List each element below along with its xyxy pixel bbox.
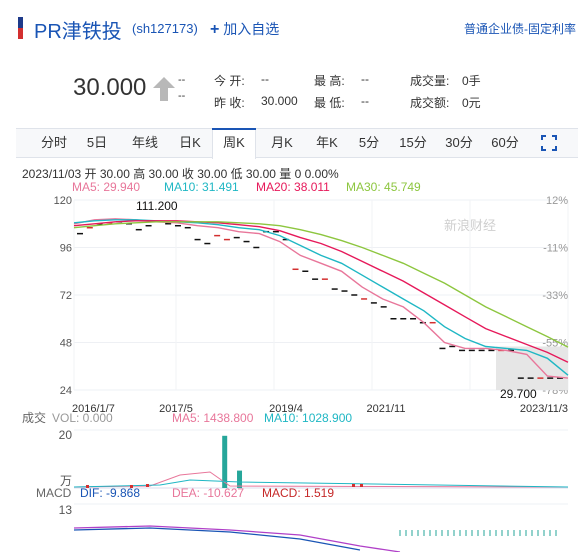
fullscreen-icon[interactable] [541,135,557,151]
volume-label: 成交量: [410,74,450,88]
tab-30min[interactable]: 30分 [445,135,473,150]
amount-value: 0元 [462,96,481,110]
add-favorite-label: 加入自选 [223,21,280,37]
macd-dea-line [73,525,401,552]
ma10-legend: MA10: 31.491 [164,180,239,194]
ma20-legend: MA20: 38.011 [256,180,330,194]
prev-close-value: 30.000 [261,94,298,108]
ma20-line [73,220,569,363]
high-label: 最 高: [314,74,345,88]
volume-label: 成交 [22,410,46,425]
y-tick-left: 120 [54,195,72,207]
current-price: 30.000 [73,74,147,101]
volume-bar [237,470,243,488]
ma5-line [73,218,569,379]
ma30-line [73,221,569,348]
max-price-label: 111.200 [136,199,178,213]
ma30-legend: MA30: 45.749 [346,180,421,194]
tab-5day[interactable]: 5日 [86,135,108,150]
x-tick: 2021/11 [367,403,406,415]
tab-weekly-k[interactable]: 周K [212,128,256,159]
volume-y-tick: 20 [59,428,73,442]
low-value: -- [361,94,369,108]
latest-range-shade [496,346,568,390]
stock-name: PR津铁投 [34,21,122,43]
volume-bar [222,435,228,488]
tab-5min[interactable]: 5分 [358,135,380,150]
macd-label: MACD [36,486,72,500]
low-label: 最 低: [314,96,345,110]
macd-dif-line [73,527,361,551]
x-tick: 2016/1/7 [72,403,115,415]
x-tick: 2017/5 [159,403,193,415]
volume-ma10-legend: MA10: 1028.900 [264,411,352,425]
price-change-pct: -- [178,90,186,102]
tab-yearly-k[interactable]: 年K [316,135,338,150]
macd-value: MACD: 1.519 [262,486,334,500]
prev-close-label: 昨 收: [214,96,245,110]
volume-ma5-legend: MA5: 1438.800 [172,411,254,425]
volume-small-bar [86,485,89,488]
open-value: -- [261,72,269,86]
y-tick-left: 48 [60,338,72,350]
price-change: -- [178,74,186,86]
y-tick-left: 96 [60,243,72,255]
quote-header: PR津铁投 (sh127173) + 加入自选 普通企业债-固定利率 [0,0,582,56]
min-price-label: 29.700 [500,387,537,401]
tab-60min[interactable]: 60分 [491,135,519,150]
volume-value: 0手 [462,74,481,88]
add-favorite-button[interactable]: + 加入自选 [210,19,279,39]
y-tick-right: -33% [542,290,568,302]
tab-yearline[interactable]: 年线 [131,135,158,150]
stock-code: (sh127173) [132,21,198,36]
x-tick: 2019/4 [269,403,303,415]
y-tick-right: 12% [546,195,568,207]
bond-type-link[interactable]: 普通企业债-固定利率 [464,22,576,36]
plus-icon: + [210,21,220,38]
tab-monthly-k[interactable]: 月K [271,135,293,150]
y-tick-left: 72 [60,290,72,302]
tab-15min[interactable]: 15分 [399,135,427,150]
volume-ma5-line [73,471,569,488]
high-value: -- [361,72,369,86]
volume-small-bar [352,484,355,487]
y-tick-right: -11% [543,243,568,255]
volume-small-bar [130,485,133,488]
watermark-text: 新浪财经 [444,218,496,234]
tab-fenshi[interactable]: 分时 [40,135,67,150]
macd-dif-value: DIF: -9.868 [80,486,140,500]
tab-daily-k[interactable]: 日K [179,135,201,150]
up-arrow-icon [153,77,175,101]
macd-y-tick: 13 [59,503,73,517]
volume-small-bar [360,484,363,487]
kline-info-line: 2023/11/03 开 30.00 高 30.00 收 30.00 低 30.… [22,167,339,181]
volume-vol-value: VOL: 0.000 [52,411,113,425]
y-tick-left: 24 [60,385,72,397]
title-accent [18,17,23,39]
volume-unit-label: 万 [60,474,72,488]
open-label: 今 开: [214,74,245,88]
macd-dea-value: DEA: -10.627 [172,486,244,500]
x-tick: 2023/11/3 [520,403,568,415]
amount-label: 成交额: [410,96,450,110]
period-tabs: 分时 5日 年线 日K 周K 月K 年K 5分 15分 30分 60分 [16,128,578,159]
volume-small-bar [146,484,149,487]
ma5-legend: MA5: 29.940 [72,180,141,194]
